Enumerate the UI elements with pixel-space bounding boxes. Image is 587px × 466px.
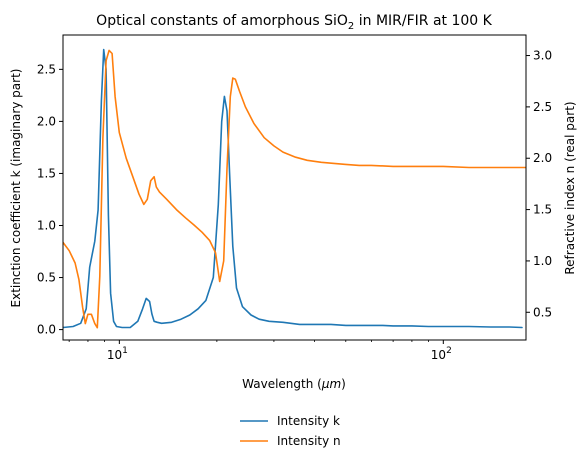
y-left-tick-label: 0.0 xyxy=(37,323,56,337)
x-tick-label: 102 xyxy=(431,346,452,362)
series-line-k xyxy=(63,48,523,329)
legend: Intensity k Intensity n xyxy=(240,414,341,448)
x-axis-label: Wavelength (μm) xyxy=(242,377,346,391)
y-left-tick-label: 1.5 xyxy=(37,166,56,180)
y-left-tick-label: 1.0 xyxy=(37,218,56,232)
plot-frame xyxy=(62,34,527,341)
y-left-tick-label: 2.0 xyxy=(37,114,56,128)
y-right-tick-label: 1.5 xyxy=(533,203,552,217)
series-layer xyxy=(63,48,526,329)
axis-ticks: 0.0 0.5 1.0 1.5 2.0 2.5 0.5 1.0 1.5 2.0 2.5 3.0 101 1… xyxy=(37,49,552,362)
y-axis-right-label: Refractive index n (real part) xyxy=(563,101,577,274)
y-left-tick-label: 0.5 xyxy=(37,271,56,285)
y-right-tick-label: 2.0 xyxy=(533,151,552,165)
y-right-tick-label: 0.5 xyxy=(533,305,552,319)
y-right-tick-label: 1.0 xyxy=(533,254,552,268)
legend-label-k: Intensity k xyxy=(277,414,340,428)
y-right-tick-label: 2.5 xyxy=(533,100,552,114)
series-line-n xyxy=(63,49,526,329)
chart-title-subscript: 2 xyxy=(348,21,354,32)
y-left-tick-label: 2.5 xyxy=(37,62,56,76)
y-axis-left-label: Extinction coefficient k (imaginary part… xyxy=(9,69,23,308)
legend-label-n: Intensity n xyxy=(277,434,341,448)
x-tick-label: 101 xyxy=(107,346,128,362)
chart-title: Optical constants of amorphous SiO2 in M… xyxy=(96,13,492,32)
y-right-tick-label: 3.0 xyxy=(533,49,552,63)
